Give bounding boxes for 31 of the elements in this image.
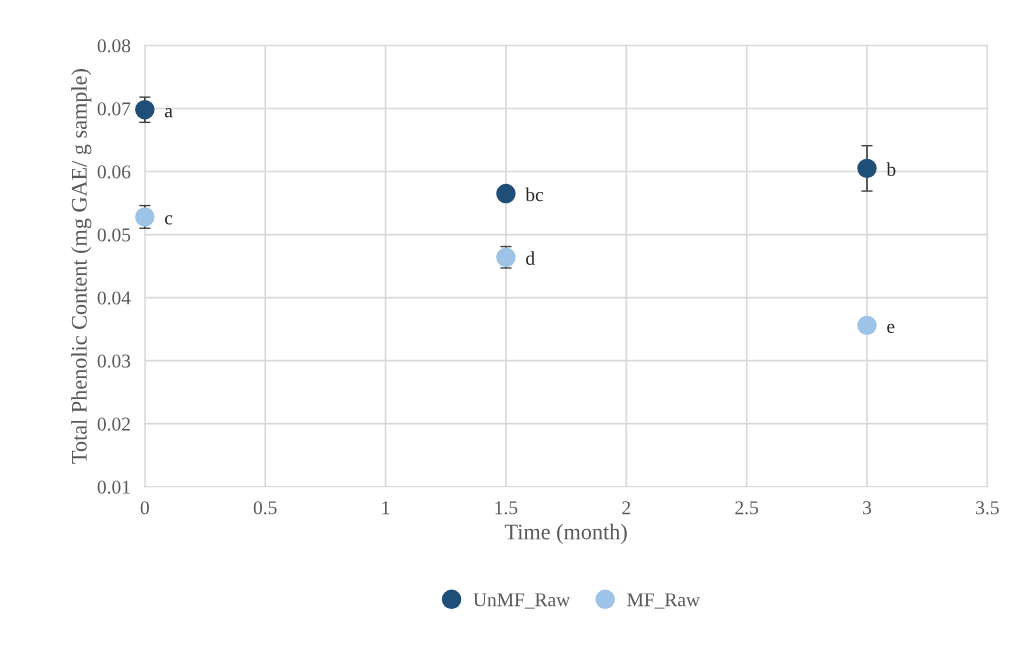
y-tick-label: 0.02: [97, 417, 130, 431]
x-tick-label: 2.5: [735, 501, 759, 515]
y-tick-label: 0.01: [97, 480, 130, 494]
annotation: d: [526, 251, 535, 265]
point: [496, 183, 516, 204]
y-tick-label: 0.08: [97, 39, 131, 53]
annotation: a: [164, 108, 173, 118]
x-tick-label: 3.5: [976, 501, 999, 515]
legend-label: MF_Raw: [627, 593, 700, 609]
x-tick-label: 0: [140, 501, 149, 515]
annotation: c: [165, 215, 173, 225]
x-tick-label: 0.5: [253, 501, 277, 515]
annotation: b: [886, 162, 896, 177]
y-tick-label: 0.04: [97, 291, 131, 305]
x-tick-label: 1.5: [495, 501, 518, 515]
y-tick-label: 0.03: [97, 354, 131, 368]
annotation: e: [887, 323, 895, 333]
x-tick-label: 3: [863, 501, 872, 515]
annotation: bc: [525, 187, 544, 202]
y-tick-label: 0.05: [97, 228, 131, 242]
legend-label: UnMF_Raw: [473, 593, 571, 609]
point: [135, 207, 155, 227]
x-tick-label: 1: [382, 501, 390, 515]
x-tick-label: 2: [622, 501, 631, 515]
y-tick-label: 0.06: [97, 165, 131, 179]
y-axis-title: Total Phenolic Content (mg GAE/ g sample): [71, 69, 92, 464]
point: [857, 158, 877, 179]
x-axis-title: Time (month): [504, 523, 627, 544]
point: [135, 100, 155, 120]
point: [857, 315, 877, 336]
y-tick-label: 0.07: [97, 102, 131, 116]
